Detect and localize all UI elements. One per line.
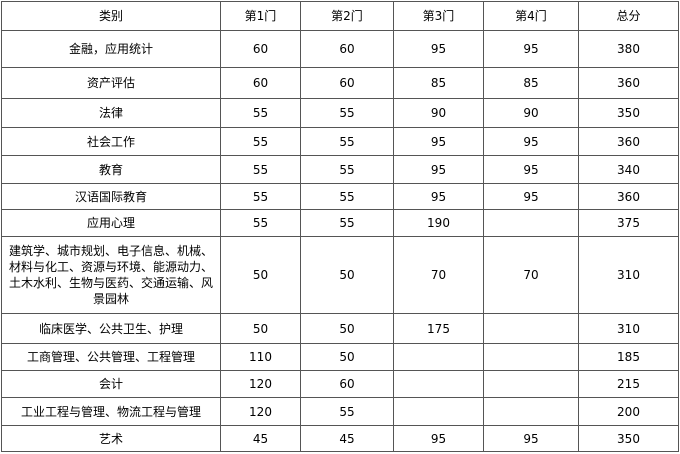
cell-subject-2: 60 [300, 370, 394, 398]
cell-subject-4 [483, 209, 579, 237]
header-subject-4: 第4门 [483, 1, 579, 31]
cell-subject-3 [393, 343, 484, 371]
cell-total: 360 [578, 183, 679, 210]
cell-subject-2: 55 [300, 155, 394, 184]
cell-subject-4 [483, 370, 579, 398]
cell-total: 215 [578, 370, 679, 398]
cell-subject-1: 55 [220, 183, 301, 210]
cell-subject-1: 50 [220, 236, 301, 314]
cell-subject-3: 95 [393, 30, 484, 68]
table-row: 汉语国际教育 55 55 95 95 360 [1, 183, 679, 210]
table-row: 应用心理 55 55 190 375 [1, 209, 679, 237]
cell-subject-3 [393, 397, 484, 426]
cell-category: 临床医学、公共卫生、护理 [1, 313, 221, 344]
cell-category: 教育 [1, 155, 221, 184]
cell-subject-2: 50 [300, 343, 394, 371]
cell-total: 350 [578, 98, 679, 128]
header-subject-3: 第3门 [393, 1, 484, 31]
cell-total: 310 [578, 313, 679, 344]
cell-subject-2: 50 [300, 313, 394, 344]
cell-total: 360 [578, 127, 679, 156]
cell-subject-2: 55 [300, 98, 394, 128]
cell-subject-2: 55 [300, 209, 394, 237]
table-row: 工商管理、公共管理、工程管理 110 50 185 [1, 343, 679, 371]
cell-total: 340 [578, 155, 679, 184]
cell-subject-3: 90 [393, 98, 484, 128]
header-subject-2: 第2门 [300, 1, 394, 31]
cell-subject-1: 55 [220, 209, 301, 237]
cell-subject-2: 45 [300, 425, 394, 452]
header-subject-1: 第1门 [220, 1, 301, 31]
header-total: 总分 [578, 1, 679, 31]
cell-category: 社会工作 [1, 127, 221, 156]
cell-subject-1: 45 [220, 425, 301, 452]
cell-total: 375 [578, 209, 679, 237]
cell-category: 金融，应用统计 [1, 30, 221, 68]
cell-subject-1: 55 [220, 127, 301, 156]
cell-total: 310 [578, 236, 679, 314]
table-row: 临床医学、公共卫生、护理 50 50 175 310 [1, 313, 679, 344]
cell-subject-1: 60 [220, 30, 301, 68]
table-row: 社会工作 55 55 95 95 360 [1, 127, 679, 156]
cell-subject-4: 95 [483, 30, 579, 68]
cell-subject-2: 55 [300, 183, 394, 210]
cell-subject-4 [483, 313, 579, 344]
cell-subject-3 [393, 370, 484, 398]
cell-category: 会计 [1, 370, 221, 398]
cell-subject-1: 110 [220, 343, 301, 371]
cell-category: 汉语国际教育 [1, 183, 221, 210]
table-row: 金融，应用统计 60 60 95 95 380 [1, 30, 679, 68]
cell-subject-3: 95 [393, 155, 484, 184]
cell-subject-2: 60 [300, 67, 394, 99]
cell-subject-4: 70 [483, 236, 579, 314]
cell-subject-4: 95 [483, 425, 579, 452]
cell-subject-1: 120 [220, 370, 301, 398]
cell-subject-2: 60 [300, 30, 394, 68]
table-row: 艺术 45 45 95 95 350 [1, 425, 679, 452]
header-category: 类别 [1, 1, 221, 31]
cell-category: 建筑学、城市规划、电子信息、机械、材料与化工、资源与环境、能源动力、土木水利、生… [1, 236, 221, 314]
cell-subject-1: 120 [220, 397, 301, 426]
cell-category: 法律 [1, 98, 221, 128]
cell-subject-1: 55 [220, 98, 301, 128]
cell-subject-3: 95 [393, 127, 484, 156]
cell-total: 380 [578, 30, 679, 68]
cell-subject-4: 95 [483, 183, 579, 210]
cell-subject-3: 95 [393, 183, 484, 210]
table-row: 会计 120 60 215 [1, 370, 679, 398]
cell-subject-4: 90 [483, 98, 579, 128]
table-row: 法律 55 55 90 90 350 [1, 98, 679, 128]
cell-subject-1: 55 [220, 155, 301, 184]
cell-subject-1: 60 [220, 67, 301, 99]
cell-subject-1: 50 [220, 313, 301, 344]
cell-subject-2: 55 [300, 127, 394, 156]
table-row: 教育 55 55 95 95 340 [1, 155, 679, 184]
cell-subject-3: 190 [393, 209, 484, 237]
cell-subject-3: 95 [393, 425, 484, 452]
cell-total: 350 [578, 425, 679, 452]
cell-subject-3: 85 [393, 67, 484, 99]
cell-total: 360 [578, 67, 679, 99]
cell-subject-4: 95 [483, 155, 579, 184]
table-row: 工业工程与管理、物流工程与管理 120 55 200 [1, 397, 679, 426]
cell-subject-2: 50 [300, 236, 394, 314]
cell-category: 艺术 [1, 425, 221, 452]
cell-category: 工业工程与管理、物流工程与管理 [1, 397, 221, 426]
cell-subject-4: 95 [483, 127, 579, 156]
table-row: 建筑学、城市规划、电子信息、机械、材料与化工、资源与环境、能源动力、土木水利、生… [1, 236, 679, 314]
cell-subject-4 [483, 397, 579, 426]
cell-subject-3: 70 [393, 236, 484, 314]
table-row: 资产评估 60 60 85 85 360 [1, 67, 679, 99]
cell-total: 185 [578, 343, 679, 371]
cell-subject-2: 55 [300, 397, 394, 426]
cell-category: 应用心理 [1, 209, 221, 237]
cell-category: 资产评估 [1, 67, 221, 99]
cell-subject-4 [483, 343, 579, 371]
cell-total: 200 [578, 397, 679, 426]
cell-category: 工商管理、公共管理、工程管理 [1, 343, 221, 371]
cell-subject-3: 175 [393, 313, 484, 344]
header-row: 类别 第1门 第2门 第3门 第4门 总分 [1, 1, 679, 31]
cell-subject-4: 85 [483, 67, 579, 99]
